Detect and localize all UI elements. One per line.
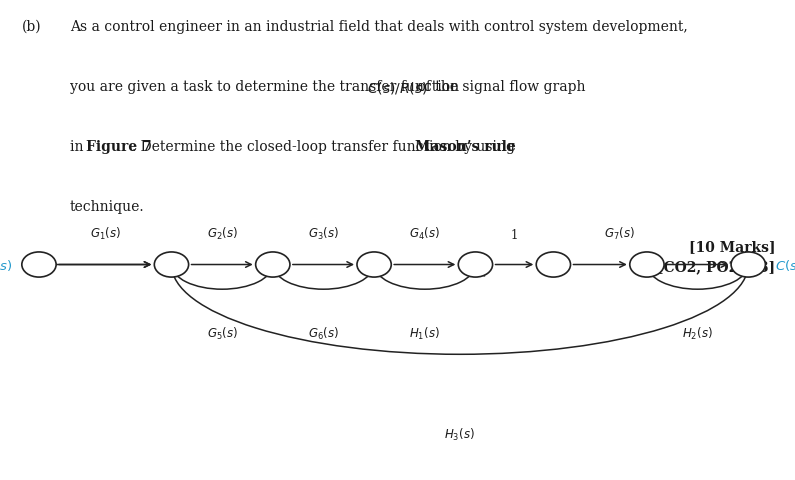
Text: $H_3(s)$: $H_3(s)$: [444, 426, 475, 442]
Text: $G_2(s)$: $G_2(s)$: [207, 226, 238, 241]
Ellipse shape: [357, 252, 391, 277]
Ellipse shape: [731, 252, 766, 277]
Ellipse shape: [458, 252, 493, 277]
Text: $C(s)$: $C(s)$: [775, 257, 795, 273]
Ellipse shape: [21, 252, 56, 277]
Text: of the signal flow graph: of the signal flow graph: [413, 80, 586, 94]
Text: . Determine the closed-loop transfer function by using: . Determine the closed-loop transfer fun…: [132, 140, 519, 154]
Text: $G_6(s)$: $G_6(s)$: [308, 325, 339, 341]
Ellipse shape: [154, 252, 188, 277]
Text: (b): (b): [22, 20, 42, 34]
Text: [10 Marks]: [10 Marks]: [688, 240, 775, 253]
Text: $G_4(s)$: $G_4(s)$: [409, 226, 440, 241]
Text: $G_7(s)$: $G_7(s)$: [604, 226, 635, 241]
Ellipse shape: [256, 252, 290, 277]
Text: $H_1(s)$: $H_1(s)$: [409, 325, 440, 341]
Text: $G_5(s)$: $G_5(s)$: [207, 325, 238, 341]
Text: Mason’s rule: Mason’s rule: [415, 140, 516, 154]
Text: technique.: technique.: [70, 200, 145, 214]
Ellipse shape: [537, 252, 571, 277]
Text: in: in: [70, 140, 87, 154]
Text: $C(s)/R(s)$: $C(s)/R(s)$: [367, 80, 428, 96]
Text: $H_2(s)$: $H_2(s)$: [682, 325, 713, 341]
Text: $G_1(s)$: $G_1(s)$: [90, 226, 121, 241]
Text: $R(s)$: $R(s)$: [0, 257, 13, 273]
Text: you are given a task to determine the transfer function: you are given a task to determine the tr…: [70, 80, 463, 94]
Text: As a control engineer in an industrial field that deals with control system deve: As a control engineer in an industrial f…: [70, 20, 688, 34]
Text: $G_3(s)$: $G_3(s)$: [308, 226, 339, 241]
Text: Figure 7: Figure 7: [86, 140, 152, 154]
Text: [CO2, PO2, C3]: [CO2, PO2, C3]: [657, 259, 775, 273]
Text: 1: 1: [510, 228, 518, 241]
Ellipse shape: [630, 252, 664, 277]
